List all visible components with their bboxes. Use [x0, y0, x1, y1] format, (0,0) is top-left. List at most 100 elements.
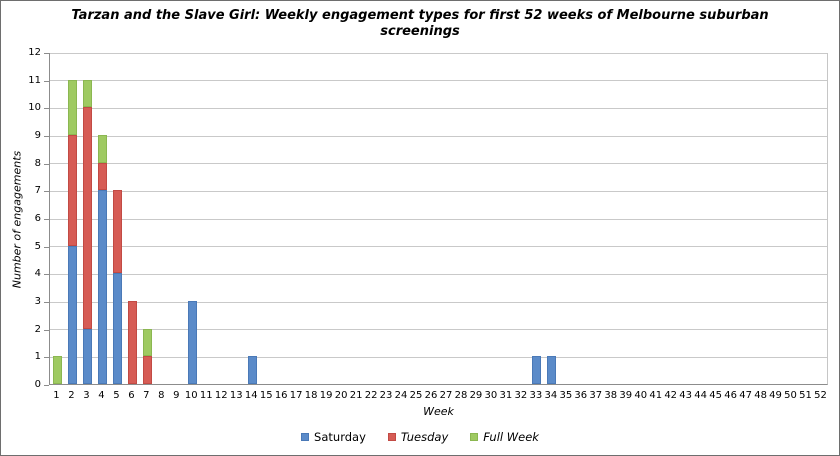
y-tick-label: 5 [34, 240, 41, 252]
x-tick-label: 25 [409, 390, 423, 401]
x-tick-label: 42 [664, 390, 678, 401]
x-tick-label: 45 [709, 390, 722, 401]
y-tick-label: 6 [34, 213, 41, 224]
plot-area [49, 52, 828, 385]
y-tick-label: 4 [34, 268, 41, 280]
y-axis-tick [44, 274, 49, 276]
y-tick-label: 12 [28, 47, 41, 58]
bar-segment-saturday [67, 245, 77, 384]
gridline [50, 246, 827, 248]
legend-item-tuesday: Tuesday [387, 430, 449, 444]
bar-segment-full-week [52, 356, 62, 384]
x-tick-label: 32 [514, 390, 528, 401]
saturday-swatch-icon [301, 433, 310, 441]
x-tick-label: 21 [349, 390, 363, 401]
x-tick-label: 30 [484, 390, 498, 401]
gridline [50, 273, 827, 275]
x-tick-label: 1 [53, 390, 60, 401]
x-tick-label: 37 [589, 390, 603, 401]
legend-label-tuesday: Tuesday [400, 430, 449, 444]
x-tick-label: 49 [769, 390, 782, 401]
x-tick-label: 51 [799, 390, 812, 401]
legend-label-fullweek: Full Week [483, 430, 539, 444]
y-axis-tick [44, 302, 49, 303]
y-tick-label: 8 [34, 157, 41, 169]
bar-segment-full-week [82, 79, 92, 108]
y-axis-tick [44, 163, 49, 165]
x-tick-label: 14 [244, 390, 258, 401]
y-tick-label: 11 [28, 74, 41, 86]
gridline [50, 190, 827, 192]
x-tick-label: 35 [559, 390, 573, 401]
y-tick-label: 0 [34, 379, 41, 390]
y-axis-tick [44, 329, 49, 331]
x-tick-label: 48 [754, 390, 767, 401]
x-tick-label: 19 [319, 390, 333, 401]
x-tick-label: 18 [304, 390, 318, 401]
bar-segment-saturday [532, 356, 542, 384]
tuesday-swatch-icon [387, 433, 396, 441]
x-tick-label: 12 [214, 390, 228, 401]
x-tick-label: 17 [289, 390, 303, 401]
bar-segment-saturday [82, 328, 92, 384]
y-axis-tick [44, 385, 49, 386]
x-tick-label: 44 [694, 390, 708, 401]
y-axis-tick [44, 357, 49, 359]
bar-segment-full-week [97, 135, 107, 163]
x-tick-label: 20 [334, 390, 348, 401]
bar-segment-full-week [67, 79, 77, 135]
x-tick-label: 34 [544, 390, 558, 401]
x-tick-label: 9 [173, 390, 180, 401]
y-tick-label: 3 [34, 296, 41, 307]
x-tick-label: 13 [229, 390, 243, 401]
gridline [50, 107, 827, 109]
bar-segment-saturday [97, 190, 107, 384]
x-tick-label: 52 [814, 390, 827, 401]
x-tick-label: 4 [98, 390, 105, 401]
x-tick-label: 36 [574, 390, 588, 401]
bar-segment-tuesday [82, 107, 92, 329]
x-tick-label: 47 [739, 390, 752, 401]
y-axis-tick [44, 246, 49, 248]
x-tick-label: 29 [469, 390, 483, 401]
legend: Saturday Tuesday Full Week [1, 430, 839, 444]
y-tick-label: 7 [34, 185, 41, 197]
legend-item-saturday: Saturday [301, 430, 366, 444]
x-tick-label: 26 [424, 390, 438, 401]
gridline [50, 52, 827, 54]
bar-segment-tuesday [97, 162, 107, 191]
gridline [50, 356, 827, 358]
x-tick-label: 28 [454, 390, 468, 401]
x-tick-label: 40 [634, 390, 648, 401]
y-tick-label: 9 [34, 130, 41, 141]
y-axis-tick [44, 53, 49, 54]
x-tick-label: 5 [113, 390, 120, 401]
x-tick-label: 11 [199, 390, 213, 401]
legend-item-fullweek: Full Week [470, 430, 539, 444]
x-tick-label: 8 [158, 390, 165, 401]
y-axis-tick [44, 219, 49, 220]
x-tick-label: 31 [499, 390, 513, 401]
full-week-swatch-icon [470, 433, 479, 441]
x-tick-label: 27 [439, 390, 453, 401]
bar-segment-tuesday [142, 356, 152, 384]
y-axis-tick [44, 191, 49, 193]
x-tick-label: 2 [68, 390, 75, 401]
x-tick-label: 6 [128, 390, 135, 401]
chart-title: Tarzan and the Slave Girl: Weekly engage… [71, 8, 769, 40]
x-tick-label: 39 [619, 390, 633, 401]
bar-segment-saturday [187, 301, 197, 384]
x-tick-label: 24 [394, 390, 408, 401]
x-axis-title: Week [423, 405, 454, 418]
gridline [50, 218, 827, 220]
x-tick-label: 33 [529, 390, 543, 401]
y-axis-title: Number of engagements [10, 150, 24, 289]
gridline [50, 163, 827, 165]
bar-segment-tuesday [127, 301, 137, 384]
x-tick-label: 22 [364, 390, 378, 401]
y-tick-label: 1 [34, 351, 41, 363]
legend-label-saturday: Saturday [314, 430, 366, 444]
x-tick-label: 38 [604, 390, 618, 401]
x-tick-label: 15 [259, 390, 273, 401]
